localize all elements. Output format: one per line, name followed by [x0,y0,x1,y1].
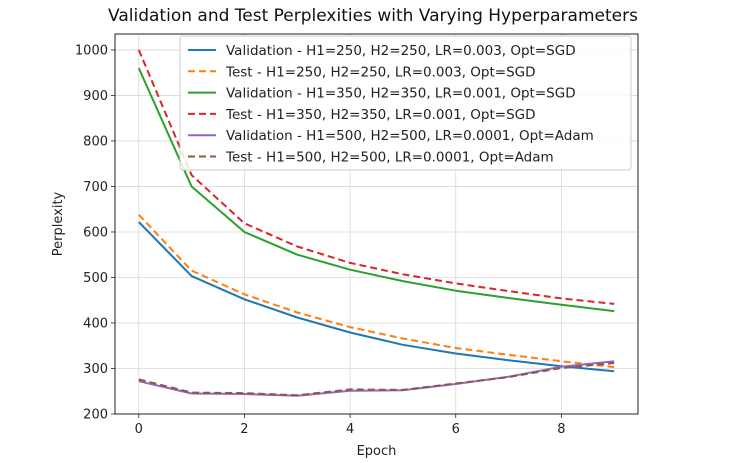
legend-label: Validation - H1=250, H2=250, LR=0.003, O… [226,43,576,59]
y-tick-label: 200 [83,408,108,423]
series-line-1 [138,221,615,373]
x-tick-label: 4 [346,422,354,437]
y-tick-label: 800 [83,134,108,149]
legend-label: Validation - H1=500, H2=500, LR=0.0001, … [226,128,594,144]
y-tick-label: 400 [83,316,108,331]
series-lines [137,49,615,397]
y-axis-label: Perplexity [51,191,66,256]
axis-ticks: 0 2 4 6 8 200 300 400 500 600 700 800 900 1000 [75,43,566,437]
plot-frame [114,33,639,415]
series-line-6 [138,362,615,397]
x-tick-label: 8 [557,422,565,437]
legend-label: Test - H1=500, H2=500, LR=0.0001, Opt=Ad… [225,150,554,166]
legend-label: Test - H1=250, H2=250, LR=0.003, Opt=SGD [225,64,536,80]
series-line-3 [137,67,615,313]
x-tick-label: 2 [240,422,248,437]
y-tick-label: 300 [83,362,108,377]
x-tick-label: 0 [135,422,143,437]
x-tick-label: 6 [452,422,460,437]
y-tick-label: 600 [83,225,108,240]
chart-title: Validation and Test Perplexities with Va… [108,6,638,26]
legend-box [179,35,632,171]
series-line-4 [137,49,615,305]
series-line-2 [138,214,615,369]
y-tick-label: 500 [83,271,108,286]
y-tick-label: 1000 [75,43,108,58]
x-axis-label: Epoch [357,444,397,459]
y-tick-label: 700 [83,180,108,195]
y-tick-label: 900 [83,89,108,104]
legend-label: Test - H1=350, H2=350, LR=0.001, Opt=SGD [225,107,536,123]
legend: Validation - H1=250, H2=250, LR=0.003, O… [179,35,632,171]
legend-label: Validation - H1=350, H2=350, LR=0.001, O… [226,86,576,102]
series-line-5 [138,360,615,397]
